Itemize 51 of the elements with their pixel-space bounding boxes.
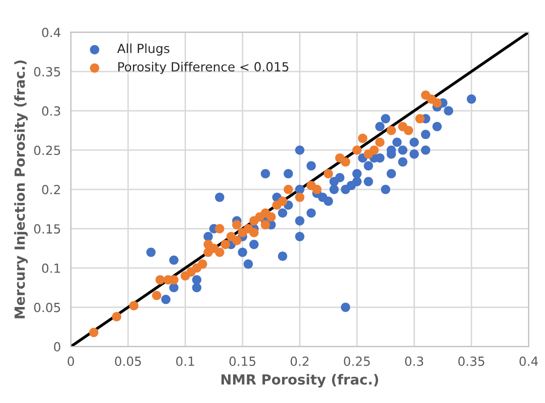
point	[204, 240, 213, 250]
point	[369, 145, 379, 155]
point	[198, 259, 208, 269]
point	[155, 275, 165, 284]
point	[89, 328, 98, 338]
point	[214, 224, 224, 234]
point	[358, 134, 368, 143]
legend-label: Porosity Difference < 0.015	[118, 62, 288, 74]
point	[284, 184, 293, 194]
x-axis-title: NMR Porosity (frac.)	[221, 374, 378, 388]
x-tick-label: 0.35	[458, 356, 484, 366]
y-tick-label: 0.35	[34, 67, 60, 76]
point	[112, 312, 122, 322]
x-tick-label: 0.2	[290, 356, 308, 366]
point	[375, 138, 385, 147]
y-tick-label: 0.2	[42, 184, 60, 194]
y-tick-label: 0.05	[34, 302, 60, 312]
y-tick-label: 0.3	[42, 106, 60, 116]
point	[220, 240, 230, 250]
point	[295, 192, 304, 202]
x-tick-label: 0.15	[229, 356, 256, 366]
y-tick-label: 0.25	[34, 146, 60, 156]
x-tick-label: 0.05	[114, 356, 141, 366]
point	[260, 220, 270, 230]
point	[129, 301, 138, 310]
point	[324, 169, 334, 178]
y-tick-label: 0.15	[34, 224, 60, 234]
point	[335, 153, 344, 163]
point	[312, 184, 322, 194]
legend-label: All Plugs	[117, 43, 170, 56]
point	[232, 220, 242, 230]
point	[249, 228, 259, 238]
y-axis-title: Mercury Injection Porosity (frac.)	[14, 60, 28, 318]
x-tick-label: 0.25	[344, 356, 370, 366]
point	[278, 196, 288, 206]
y-tick-label: 0.1	[42, 263, 60, 273]
point	[214, 248, 224, 257]
point	[386, 126, 396, 136]
y-tick-label: 0	[54, 342, 60, 352]
point	[152, 290, 162, 300]
x-tick-label: 0	[68, 356, 74, 366]
x-tick-label: 0.3	[405, 356, 424, 366]
y-tick-label: 0.4	[42, 28, 60, 38]
point	[415, 114, 425, 124]
point	[232, 236, 242, 246]
point	[352, 145, 362, 155]
x-tick-label: 0.1	[176, 356, 194, 366]
x-tick-label: 0.4	[520, 356, 538, 366]
point	[404, 126, 414, 136]
point	[266, 212, 276, 222]
point	[432, 98, 442, 108]
